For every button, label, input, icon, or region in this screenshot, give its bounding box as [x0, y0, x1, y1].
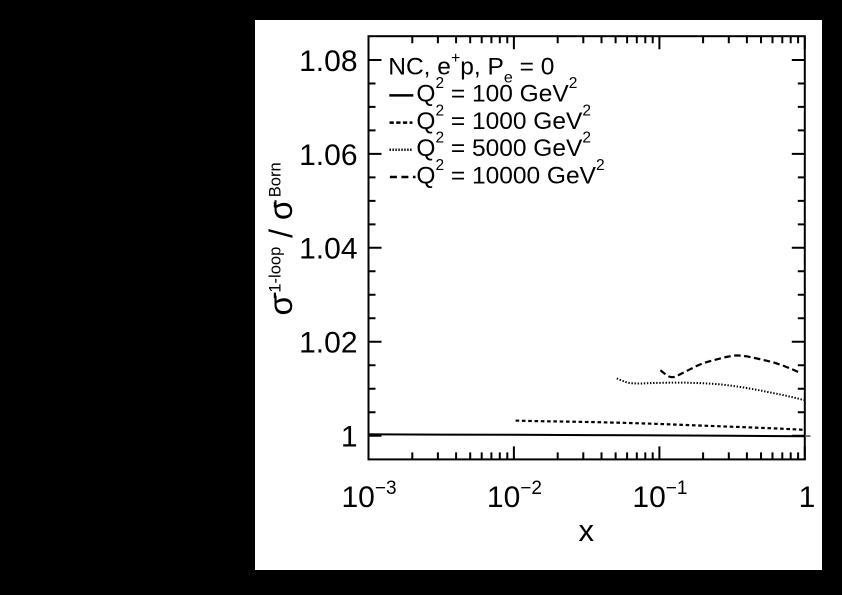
svg-text:1.04: 1.04: [299, 233, 357, 266]
svg-text:10−3: 10−3: [342, 478, 397, 514]
svg-text:1.02: 1.02: [299, 327, 357, 360]
svg-text:Q2 = 100 GeV2: Q2 = 100 GeV2: [416, 75, 577, 108]
svg-text:NC, e+p, Pe = 0: NC, e+p, Pe = 0: [388, 50, 554, 87]
svg-text:1: 1: [341, 421, 358, 454]
svg-text:1.08: 1.08: [299, 45, 357, 78]
svg-text:Q2 = 10000 GeV2: Q2 = 10000 GeV2: [416, 157, 604, 190]
svg-text:1: 1: [799, 481, 816, 514]
svg-text:1.06: 1.06: [299, 139, 357, 172]
svg-text:x: x: [579, 513, 595, 548]
svg-text:Q2 = 5000 GeV2: Q2 = 5000 GeV2: [416, 130, 591, 163]
svg-text:Q2 = 1000 GeV2: Q2 = 1000 GeV2: [416, 102, 591, 135]
